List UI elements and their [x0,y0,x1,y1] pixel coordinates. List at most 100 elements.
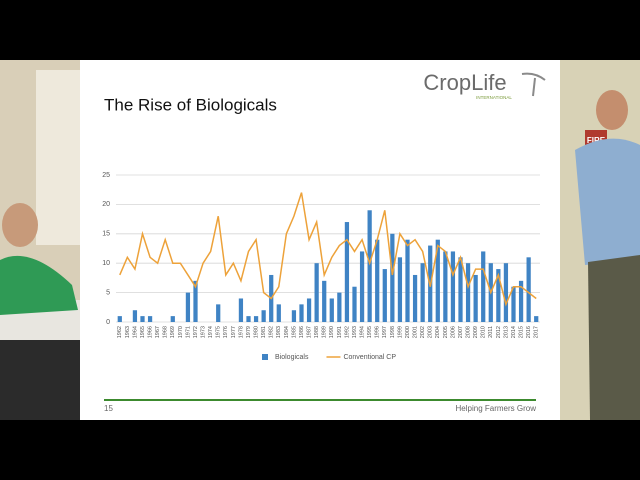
x-tick-label: 1963 [125,326,131,338]
bar [503,263,509,322]
x-tick-label: 1993 [352,326,358,338]
bar [261,310,266,322]
y-tick-label: 25 [102,172,110,179]
x-tick-label: 1971 [185,326,191,338]
bar [435,239,440,322]
bar [246,316,251,322]
x-tick-label: 2003 [428,326,434,338]
x-tick-label: 1997 [382,326,388,338]
x-tick-label: 1985 [291,326,297,338]
x-tick-label: 1995 [367,326,373,338]
fire-sign-text: FIRE [587,136,606,145]
x-tick-label: 1987 [307,326,313,338]
legend-label: Biologicals [275,354,309,361]
bar [299,304,304,322]
x-tick-label: 1999 [397,326,403,338]
bar [291,310,297,322]
x-tick-label: 2002 [420,326,426,338]
x-tick-label: 2005 [443,326,449,338]
line [119,192,537,307]
x-tick-label: 2008 [466,326,472,338]
x-tick-label: 1973 [201,326,207,338]
y-tick-label: 10 [102,260,110,267]
bar [458,257,463,322]
footer-text: Helping Farmers Grow [456,404,537,413]
x-tick-label: 1996 [375,326,381,338]
bar [306,298,312,322]
bar [359,251,365,322]
legend-label: Conventional CP [343,354,396,361]
x-tick-label: 2015 [519,326,525,338]
person-head [2,203,38,247]
bar [375,239,380,322]
footer-rule [104,399,536,401]
bar [117,316,122,322]
bar [390,233,395,322]
bar [443,251,448,322]
x-tick-label: 1988 [314,326,320,338]
bar [465,263,471,322]
bar [216,304,221,322]
page-number: 15 [104,404,113,413]
bar [496,269,501,322]
bar [420,263,425,322]
x-tick-label: 1981 [261,326,267,338]
x-tick-label: 1986 [299,326,305,338]
logo-icon [521,72,546,97]
bar [526,257,531,322]
x-tick-label: 2011 [488,326,494,338]
x-tick-label: 2006 [450,326,456,338]
bar [352,286,357,322]
bar [518,280,524,322]
x-tick-label: 1965 [140,326,146,338]
x-tick-label: 1978 [238,326,244,338]
x-tick-label: 2007 [458,326,464,338]
bar [337,292,342,322]
x-tick-label: 2017 [534,326,540,338]
bar [185,292,191,322]
x-tick-label: 2014 [511,326,517,338]
x-tick-label: 1991 [337,326,343,338]
bar [344,222,350,322]
bar [238,298,244,322]
bar [397,257,403,322]
logo: CropLife [423,70,506,95]
bar [193,280,198,322]
x-tick-label: 1982 [269,326,275,338]
y-tick-label: 20 [102,201,110,208]
bar [170,316,175,322]
bar [147,316,153,322]
x-tick-label: 2000 [405,326,411,338]
bar [450,251,456,322]
x-tick-label: 1969 [170,326,176,338]
bar [132,310,138,322]
bar [382,269,387,322]
legend-swatch [262,354,268,360]
x-tick-label: 2010 [481,326,487,338]
speaker-shirt [575,138,640,265]
bar [276,304,281,322]
bar [481,251,486,322]
x-tick-label: 1998 [390,326,396,338]
person-legs [0,340,80,420]
x-tick-label: 1974 [208,326,214,338]
x-tick-label: 1977 [231,326,237,338]
x-tick-label: 1964 [132,326,138,338]
newspaper-board [36,70,80,245]
bar [322,280,327,322]
bar [329,298,334,322]
y-tick-label: 5 [106,289,110,296]
x-tick-label: 1984 [284,326,290,338]
x-tick-label: 2016 [526,326,532,338]
speaker-head [596,90,628,130]
bar [314,263,319,322]
y-tick-label: 0 [106,319,110,326]
x-tick-label: 1968 [163,326,169,338]
x-tick-label: 2004 [435,326,441,338]
x-tick-label: 1976 [223,326,229,338]
x-tick-label: 1975 [216,326,222,338]
x-tick-label: 1994 [360,326,366,338]
x-tick-label: 1979 [246,326,252,338]
x-tick-label: 2009 [473,326,479,338]
